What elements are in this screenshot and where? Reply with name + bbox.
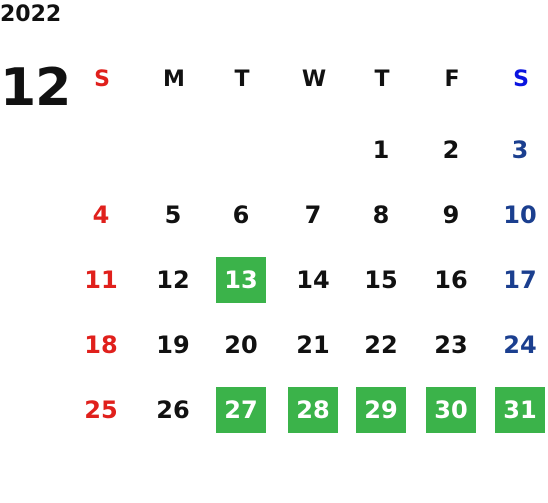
day: 18 xyxy=(84,331,118,359)
weekday-label: S xyxy=(94,67,110,92)
day: 14 xyxy=(296,266,330,294)
day: 24 xyxy=(503,331,537,359)
day: 2 xyxy=(442,136,460,164)
day: 4 xyxy=(92,201,110,229)
weekday-label: T xyxy=(374,67,390,92)
day: 10 xyxy=(503,201,537,229)
weekday-label: T xyxy=(234,67,250,92)
day: 7 xyxy=(304,201,322,229)
day: 20 xyxy=(224,331,258,359)
day: 9 xyxy=(442,201,460,229)
year: 2022 xyxy=(0,2,62,27)
day: 22 xyxy=(364,331,398,359)
day: 12 xyxy=(156,266,190,294)
highlighted-day: 29 xyxy=(356,387,406,433)
day: 16 xyxy=(434,266,468,294)
day: 5 xyxy=(164,201,182,229)
day: 11 xyxy=(84,266,118,294)
weekday-label: W xyxy=(301,67,327,92)
day: 26 xyxy=(156,396,190,424)
highlighted-day: 31 xyxy=(495,387,545,433)
day: 8 xyxy=(372,201,390,229)
highlighted-day: 28 xyxy=(288,387,338,433)
weekday-label: S xyxy=(513,67,529,92)
highlighted-day: 27 xyxy=(216,387,266,433)
day: 25 xyxy=(84,396,118,424)
weekday-label: M xyxy=(163,67,185,92)
day: 15 xyxy=(364,266,398,294)
day: 3 xyxy=(511,136,529,164)
day: 21 xyxy=(296,331,330,359)
day: 17 xyxy=(503,266,537,294)
day: 23 xyxy=(434,331,468,359)
day: 1 xyxy=(372,136,390,164)
month: 12 xyxy=(0,58,71,118)
day: 19 xyxy=(156,331,190,359)
weekday-label: F xyxy=(444,67,460,92)
highlighted-day: 13 xyxy=(216,257,266,303)
highlighted-day: 30 xyxy=(426,387,476,433)
day: 6 xyxy=(232,201,250,229)
